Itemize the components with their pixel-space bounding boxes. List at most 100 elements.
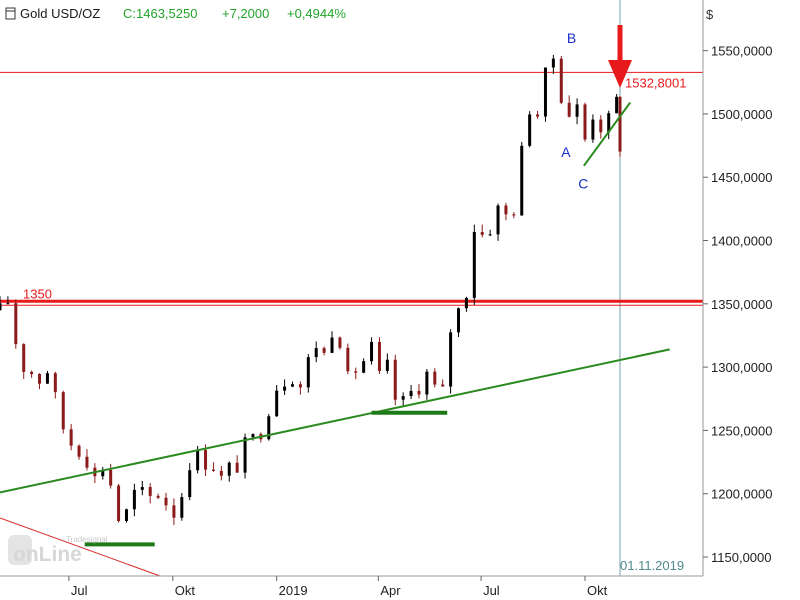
candle-body: [409, 390, 413, 397]
candle-body: [290, 384, 294, 387]
y-tick-label: 1200,0000: [711, 487, 772, 502]
candle-body: [0, 303, 2, 311]
logo-sup-text: Tradesignal: [66, 535, 108, 544]
candle-body: [607, 113, 611, 133]
candle-body: [504, 205, 508, 215]
candle-body: [354, 371, 358, 373]
candle-body: [219, 470, 223, 476]
candle-body: [591, 119, 595, 140]
long-term-trendline: [0, 348, 670, 494]
candle-body: [528, 114, 532, 146]
candle-body: [38, 374, 42, 384]
candle-body: [425, 371, 429, 395]
wave-label: B: [567, 30, 576, 46]
y-tick-label: 1400,0000: [711, 234, 772, 249]
candle-body: [330, 337, 334, 353]
candle-body: [109, 469, 113, 486]
candle-body: [362, 361, 366, 373]
candle-body: [267, 416, 271, 440]
candle-body: [196, 450, 200, 471]
change-value: +7,2000: [222, 6, 269, 21]
price-axis[interactable]: 1150,0000 1200,0000 1250,0000 1300,0000 1350…: [703, 44, 772, 565]
decorative-downtrend-line: [0, 517, 161, 577]
candle-body: [227, 462, 231, 476]
candle-body: [306, 357, 310, 388]
x-tick-label: Jul: [483, 583, 500, 598]
wave-label: C: [578, 176, 588, 192]
candle-body: [211, 469, 215, 471]
level-label: 1532,8001: [625, 75, 686, 90]
candle-body: [85, 456, 89, 468]
candle-body: [117, 485, 121, 521]
candle-body: [401, 396, 405, 400]
candle-body: [298, 384, 302, 388]
candle-body: [520, 145, 524, 216]
candle-body: [449, 332, 453, 387]
candle-body: [385, 359, 389, 371]
candle-body: [464, 297, 468, 309]
candle-body: [30, 371, 34, 375]
short-term-trendline: [583, 101, 631, 167]
candle-body: [148, 487, 152, 496]
candle-body: [441, 384, 445, 387]
wave-label: A: [561, 144, 571, 160]
candle-body: [370, 341, 374, 362]
candle-body: [338, 337, 342, 348]
candle-body: [551, 58, 555, 68]
x-tick-label: Apr: [380, 583, 401, 598]
candle-body: [543, 67, 547, 117]
level-label: 1350: [23, 286, 52, 301]
candle-body: [172, 505, 176, 518]
candle-body: [132, 489, 136, 510]
candle-body: [433, 371, 437, 385]
candle-body: [618, 96, 622, 152]
x-tick-label: Okt: [175, 583, 196, 598]
candle-body: [512, 214, 516, 216]
maximize-icon[interactable]: [5, 7, 16, 20]
candle-body: [314, 348, 318, 358]
y-tick-label: 1150,0000: [711, 550, 772, 565]
change-percent: +0,4944%: [287, 6, 346, 21]
logo-box: [8, 535, 32, 565]
candle-body: [615, 96, 619, 114]
candle-body: [164, 497, 168, 506]
time-axis[interactable]: Jul Okt 2019 Apr Jul Okt: [68, 576, 608, 598]
currency-symbol: $: [706, 7, 714, 22]
logo-main-text: onLine: [13, 543, 82, 566]
candle-body: [124, 509, 128, 521]
down-arrow-icon: [608, 60, 632, 88]
candle-body: [536, 114, 540, 117]
candle-body: [53, 373, 57, 393]
x-tick-label: Jul: [71, 583, 88, 598]
y-tick-label: 1300,0000: [711, 360, 772, 375]
candle-body: [496, 205, 500, 235]
candle-body: [283, 386, 287, 391]
overlay-layer: A B C: [0, 25, 670, 547]
candle-body: [6, 303, 10, 305]
close-value: C:1463,5250: [123, 6, 197, 21]
candle-body: [275, 390, 279, 417]
tradesignal-logo: Tradesignal onLine: [8, 535, 108, 566]
candle-body: [204, 450, 208, 470]
candle-body: [417, 390, 421, 395]
candle-body: [346, 347, 350, 372]
candle-body: [559, 58, 563, 103]
candle-body: [393, 359, 397, 400]
instrument-name: Gold USD/OZ: [20, 6, 100, 21]
candle-body: [77, 445, 81, 457]
price-candles: [0, 54, 622, 525]
candle-body: [377, 341, 381, 371]
candle-body: [599, 119, 603, 133]
candle-body: [140, 487, 144, 490]
chart-header: Gold USD/OZ C:1463,5250 +7,2000 +0,4944%: [5, 6, 346, 21]
candle-body: [251, 434, 255, 438]
candle-body: [61, 392, 65, 430]
y-tick-label: 1350,0000: [711, 297, 772, 312]
y-tick-label: 1250,0000: [711, 423, 772, 438]
candle-body: [45, 373, 49, 384]
x-tick-label: Okt: [587, 583, 608, 598]
candle-body: [180, 497, 184, 518]
annotation-layer: 1350 1532,8001: [23, 75, 686, 301]
candle-body: [472, 232, 476, 298]
